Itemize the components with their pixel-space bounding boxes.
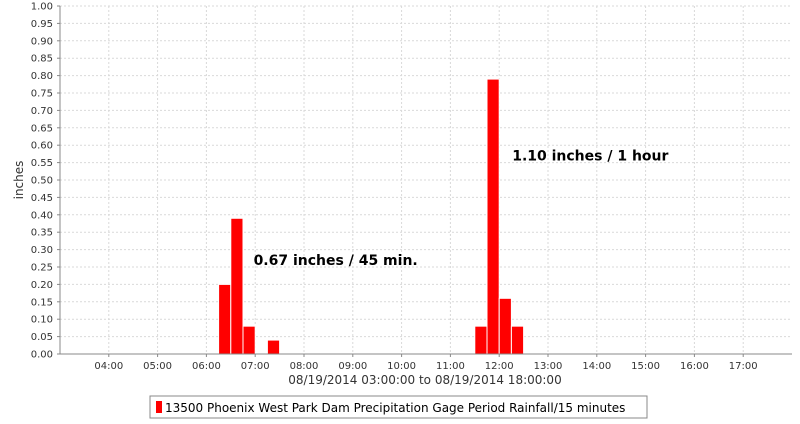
y-tick-label: 0.50 (31, 176, 53, 187)
y-tick-label: 0.00 (31, 350, 53, 361)
y-tick-labels: 0.00 0.05 0.10 0.15 0.20 0.25 0.30 0.35 0.40 0.45… (31, 2, 60, 361)
x-tick-label: 05:00 (143, 361, 172, 372)
grid-lines (60, 5, 792, 355)
y-tick-label: 0.60 (31, 141, 53, 152)
y-tick-label: 0.05 (31, 332, 53, 343)
x-tick-label: 07:00 (241, 361, 270, 372)
y-tick-label: 0.45 (31, 193, 53, 204)
bar (230, 217, 244, 355)
x-tick-label: 17:00 (729, 361, 758, 372)
x-tick-label: 09:00 (338, 361, 367, 372)
x-tick-label: 16:00 (680, 361, 709, 372)
y-tick-label: 0.75 (31, 89, 53, 100)
x-tick-label: 12:00 (485, 361, 514, 372)
bar (266, 339, 281, 355)
bar (486, 78, 500, 355)
bar (510, 325, 525, 355)
y-tick-label: 0.80 (31, 71, 53, 82)
bar (242, 325, 256, 355)
y-tick-label: 0.10 (31, 315, 53, 326)
x-axis-title: 08/19/2014 03:00:00 to 08/19/2014 18:00:… (288, 373, 561, 387)
legend-box (149, 395, 648, 419)
x-tick-label: 14:00 (582, 361, 611, 372)
x-tick-label: 13:00 (534, 361, 563, 372)
legend-label: 13500 Phoenix West Park Dam Precipitatio… (165, 401, 625, 415)
y-tick-label: 0.70 (31, 106, 53, 117)
y-tick-label: 0.55 (31, 158, 53, 169)
y-tick-label: 0.35 (31, 228, 53, 239)
y-tick-label: 0.85 (31, 54, 53, 65)
x-tick-label: 08:00 (290, 361, 319, 372)
x-tick-label: 04:00 (94, 361, 123, 372)
x-tick-label: 10:00 (387, 361, 416, 372)
y-tick-label: 0.25 (31, 263, 53, 274)
y-tick-label: 1.00 (31, 2, 53, 13)
bar (218, 283, 232, 355)
legend: 13500 Phoenix West Park Dam Precipitatio… (149, 395, 648, 419)
x-tick-labels: 04:00 05:00 06:00 07:00 08:00 09:00 10:00 11:00… (94, 354, 758, 372)
y-tick-label: 0.65 (31, 123, 53, 134)
y-tick-label: 0.15 (31, 297, 53, 308)
y-tick-label: 0.20 (31, 280, 53, 291)
bar (474, 325, 488, 355)
annotation-label: 1.10 inches / 1 hour (512, 149, 668, 165)
bar (498, 297, 512, 355)
y-tick-label: 0.30 (31, 245, 53, 256)
y-tick-label: 0.90 (31, 36, 53, 47)
y-tick-label: 0.40 (31, 210, 53, 221)
y-axis-title: inches (12, 161, 26, 200)
annotation-label: 0.67 inches / 45 min. (254, 253, 418, 269)
x-tick-label: 06:00 (192, 361, 221, 372)
y-tick-label: 0.95 (31, 19, 53, 30)
annotations: 0.67 inches / 45 min. 1.10 inches / 1 hou… (254, 149, 669, 269)
x-tick-label: 11:00 (436, 361, 465, 372)
x-tick-label: 15:00 (631, 361, 660, 372)
legend-swatch (156, 401, 162, 413)
